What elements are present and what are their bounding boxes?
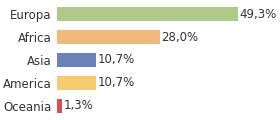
Bar	[57, 53, 96, 67]
Bar	[57, 7, 238, 21]
Bar	[57, 76, 96, 90]
Text: 28,0%: 28,0%	[162, 31, 199, 44]
Text: 10,7%: 10,7%	[98, 76, 135, 89]
Text: 10,7%: 10,7%	[98, 54, 135, 66]
Text: 1,3%: 1,3%	[64, 99, 94, 112]
Bar	[57, 30, 160, 44]
Bar	[57, 99, 62, 113]
Text: 49,3%: 49,3%	[239, 8, 277, 21]
